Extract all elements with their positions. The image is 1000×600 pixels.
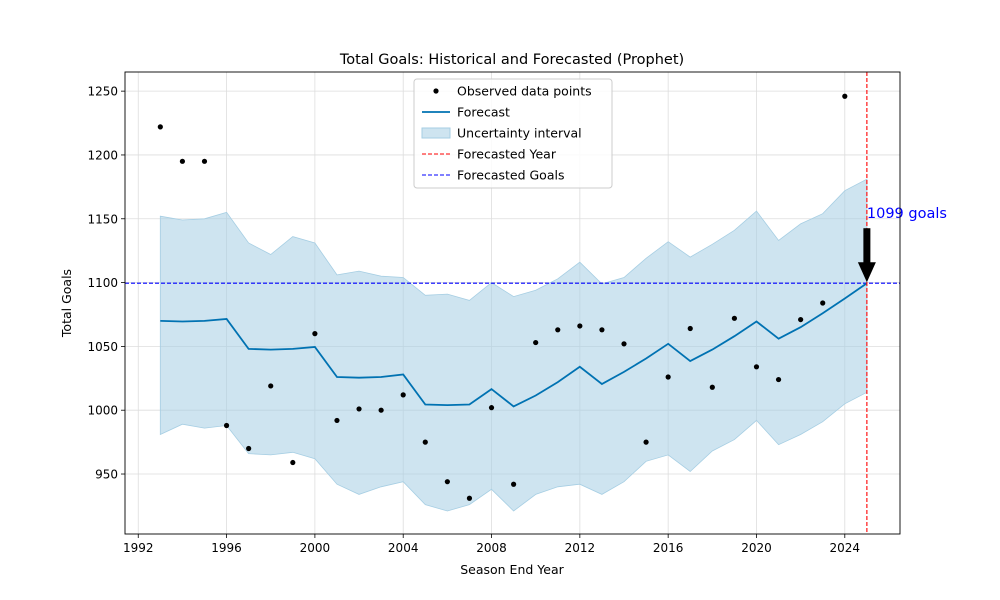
y-tick-label: 1150: [87, 212, 118, 226]
observed-point: [798, 316, 804, 323]
x-tick-label: 1996: [211, 541, 242, 555]
x-tick-label: 2012: [565, 541, 596, 555]
y-tick-label: 1100: [87, 276, 118, 290]
observed-point: [488, 405, 495, 411]
observed-point: [268, 383, 274, 389]
observed-point: [555, 327, 561, 333]
observed-point: [643, 439, 649, 445]
x-axis-label: Season End Year: [460, 562, 564, 577]
observed-point: [179, 158, 186, 164]
x-tick-label: 2004: [388, 541, 419, 555]
observed-point: [731, 315, 738, 321]
plot-frame: [124, 71, 901, 535]
legend-marker-observed: [433, 88, 439, 94]
forecast-line: [160, 282, 868, 408]
observed-point: [687, 325, 693, 332]
observed-point: [466, 495, 473, 501]
y-tick-label: 1250: [87, 85, 118, 99]
annotation-label: 1099 goals: [867, 206, 947, 222]
observed-point: [444, 479, 450, 485]
y-axis-ticks: 950 1000 1050 1100 1150 1200 1250: [87, 85, 125, 482]
observed-point: [356, 406, 362, 412]
observed-point: [753, 364, 760, 370]
observed-point: [400, 392, 406, 398]
x-axis-ticks: 1992 1996 2000 2004 2008 2012 2016 2020 2024: [123, 534, 860, 555]
legend-label: Forecast: [457, 105, 510, 120]
observed-point: [511, 481, 517, 487]
y-tick-label: 1050: [87, 340, 118, 354]
x-tick-label: 2024: [830, 541, 861, 555]
legend-patch-uncertainty: [421, 127, 451, 139]
observed-point: [290, 459, 296, 466]
y-tick-label: 1000: [87, 404, 118, 418]
observed-point: [246, 445, 252, 452]
x-tick-label: 2020: [741, 541, 772, 555]
legend-label: Uncertainty interval: [457, 126, 582, 141]
observed-point: [378, 407, 384, 413]
x-tick-label: 1992: [123, 541, 154, 555]
chart-title: Total Goals: Historical and Forecasted (…: [339, 52, 684, 68]
observed-point: [312, 331, 318, 337]
observed-point: [621, 341, 627, 347]
y-axis-label: Total Goals: [59, 269, 74, 338]
observed-point: [422, 439, 428, 445]
observed-point: [599, 327, 605, 333]
observed-point: [820, 300, 826, 306]
annotation-arrow-shaft: [863, 228, 871, 264]
observed-point: [201, 158, 208, 164]
legend-label: Observed data points: [457, 84, 592, 99]
legend: Observed data points Forecast Uncertainty …: [413, 78, 613, 189]
forecast-line-group: [160, 282, 868, 408]
observed-points-group: [157, 93, 848, 501]
x-tick-label: 2008: [476, 541, 507, 555]
observed-point: [709, 384, 715, 390]
legend-label: Forecasted Goals: [457, 168, 564, 183]
legend-box: [413, 78, 613, 189]
annotation-arrow-head: [857, 262, 876, 283]
observed-point: [533, 339, 539, 346]
observed-point: [577, 323, 583, 329]
observed-point: [665, 374, 671, 380]
x-tick-label: 2000: [300, 541, 331, 555]
observed-point: [334, 417, 340, 424]
observed-point: [157, 124, 163, 130]
legend-label: Forecasted Year: [457, 147, 557, 162]
observed-point: [842, 93, 848, 99]
observed-point: [223, 422, 230, 429]
annotation-group: 1099 goals: [857, 206, 947, 283]
x-tick-label: 2016: [653, 541, 684, 555]
observed-point: [775, 376, 782, 383]
y-tick-label: 950: [95, 468, 118, 482]
y-tick-label: 1200: [87, 148, 118, 162]
